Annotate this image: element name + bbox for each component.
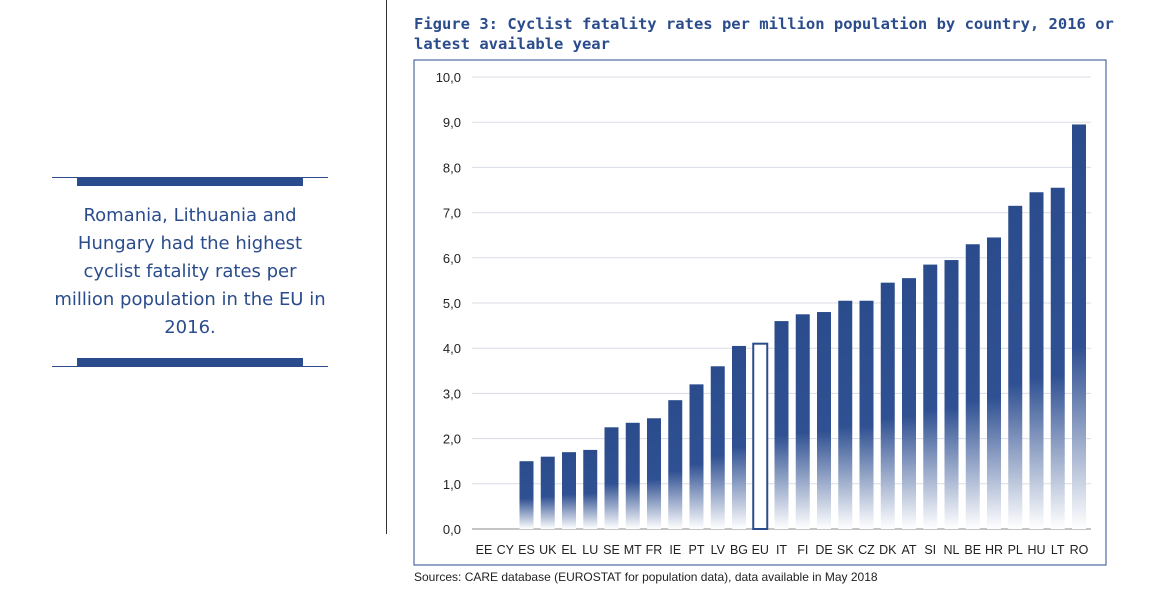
bar-fi xyxy=(795,314,810,529)
callout-bottom-bar xyxy=(77,358,303,366)
column-divider xyxy=(386,0,387,534)
x-tick-label-be: BE xyxy=(964,543,981,557)
x-tick-label-cz: CZ xyxy=(858,543,875,557)
y-tick-label: 8,0 xyxy=(443,160,461,175)
x-tick-label-ro: RO xyxy=(1070,543,1089,557)
x-tick-label-nl: NL xyxy=(944,543,960,557)
y-tick-label: 2,0 xyxy=(443,432,461,447)
bar-el xyxy=(562,452,576,529)
bar-pt xyxy=(689,384,704,529)
bar-lv xyxy=(710,366,725,529)
bar-at xyxy=(902,278,916,529)
bar-pl xyxy=(1008,205,1023,529)
y-tick-label: 4,0 xyxy=(443,341,461,356)
y-tick-label: 7,0 xyxy=(443,206,461,221)
bar-dk xyxy=(880,282,895,529)
x-tick-label-it: IT xyxy=(776,543,787,557)
y-tick-label: 10,0 xyxy=(436,70,461,85)
x-tick-label-el: EL xyxy=(561,543,576,557)
y-tick-label: 5,0 xyxy=(443,296,461,311)
x-tick-label-eu: EU xyxy=(752,543,769,557)
x-tick-label-bg: BG xyxy=(730,543,748,557)
x-tick-label-at: AT xyxy=(901,543,916,557)
bar-fr xyxy=(647,418,661,529)
bar-hr xyxy=(987,237,1001,529)
y-tick-label: 9,0 xyxy=(443,115,461,130)
x-tick-label-pl: PL xyxy=(1008,543,1023,557)
y-tick-label: 0,0 xyxy=(443,522,461,537)
y-tick-label: 1,0 xyxy=(443,477,461,492)
bar-bg xyxy=(732,345,746,529)
y-tick-label: 3,0 xyxy=(443,386,461,401)
bar-hu xyxy=(1029,192,1044,529)
callout-top-rule xyxy=(52,177,328,178)
x-tick-label-fi: FI xyxy=(797,543,808,557)
bar-mt xyxy=(625,422,640,529)
y-axis-ticks: 0,0 1,0 2,0 3,0 4,0 5,0 6,0 7,0 8,0 9,0 10,0 xyxy=(436,70,461,537)
bar-ie xyxy=(668,400,683,529)
callout-top-bar xyxy=(77,178,303,186)
x-tick-label-pt: PT xyxy=(689,543,705,557)
bar-se xyxy=(604,427,619,529)
bar-es xyxy=(519,461,534,529)
x-tick-label-hr: HR xyxy=(985,543,1003,557)
x-tick-label-lu: LU xyxy=(582,543,598,557)
bar-sk xyxy=(838,300,853,529)
x-tick-label-sk: SK xyxy=(837,543,854,557)
bar-lt xyxy=(1050,187,1065,530)
chart-title: Figure 3: Cyclist fatality rates per mil… xyxy=(414,15,1114,53)
bars xyxy=(519,124,1086,530)
bar-uk xyxy=(540,456,555,529)
bar-ro xyxy=(1072,124,1086,530)
x-tick-label-de: DE xyxy=(815,543,832,557)
bar-si xyxy=(923,264,938,529)
x-tick-label-ie: IE xyxy=(669,543,681,557)
bar-cz xyxy=(859,300,874,529)
x-tick-label-es: ES xyxy=(518,543,535,557)
x-tick-label-ee: EE xyxy=(476,543,493,557)
x-tick-label-dk: DK xyxy=(879,543,897,557)
x-tick-label-mt: MT xyxy=(624,543,642,557)
x-tick-label-si: SI xyxy=(924,543,936,557)
callout-text: Romania, Lithuania and Hungary had the h… xyxy=(54,205,326,338)
callout-bottom-rule xyxy=(52,366,328,367)
x-tick-label-uk: UK xyxy=(539,543,557,557)
bar-eu xyxy=(752,342,769,530)
x-tick-label-cy: CY xyxy=(497,543,515,557)
bar-lu xyxy=(583,449,598,529)
callout-box: Romania, Lithuania and Hungary had the h… xyxy=(52,177,328,367)
chart-frame xyxy=(413,59,1107,566)
source-note: Sources: CARE database (EUROSTAT for pop… xyxy=(414,570,878,584)
bar-it xyxy=(774,321,789,529)
x-tick-label-hu: HU xyxy=(1027,543,1045,557)
x-tick-label-se: SE xyxy=(603,543,620,557)
bar-de xyxy=(817,312,831,529)
x-tick-label-fr: FR xyxy=(646,543,663,557)
bar-nl xyxy=(944,260,959,529)
x-tick-label-lt: LT xyxy=(1051,543,1065,557)
x-axis-ticks: EE CY ES UK EL LU SE MT FR IE PT LV BG EU IT FI DE SK CZ DK… xyxy=(476,543,1089,557)
y-tick-label: 6,0 xyxy=(443,251,461,266)
x-tick-label-lv: LV xyxy=(711,543,726,557)
bar-be xyxy=(965,244,980,530)
